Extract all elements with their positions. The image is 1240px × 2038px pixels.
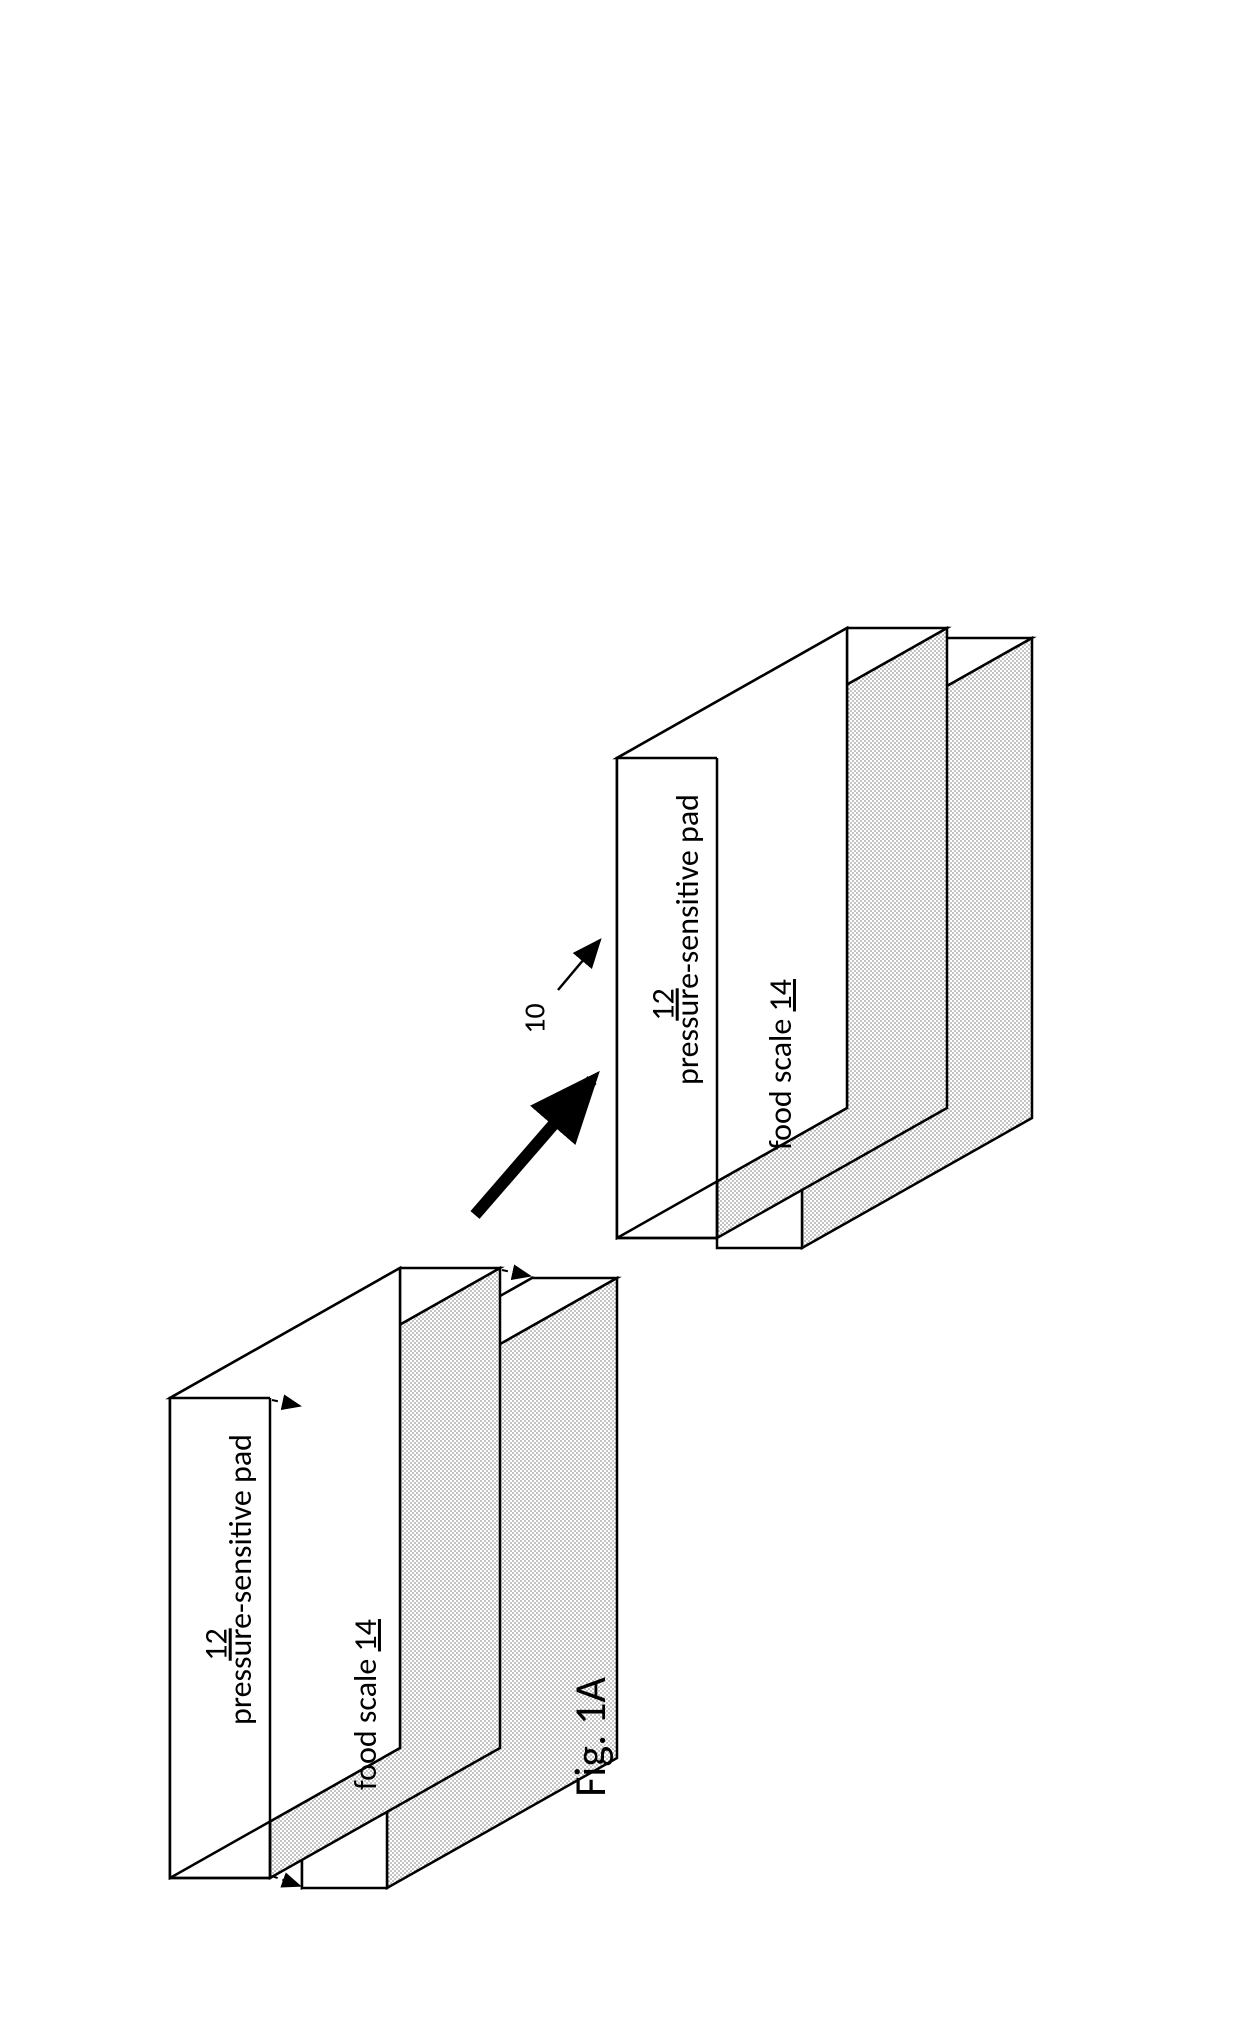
assembled-pad-ref: 12 (644, 988, 683, 1020)
exploded-scale-label: food scale 14 (346, 1619, 385, 1790)
transition-arrow (475, 1080, 592, 1215)
assembled-scale-label: food scale 14 (761, 979, 800, 1150)
figure-caption: Fig. 1A (563, 1677, 617, 1797)
assembly-ref-number: 10 (517, 1003, 554, 1033)
figure-canvas (0, 0, 1240, 2038)
exploded-pad-label: pressure-sensitive pad (221, 1434, 260, 1725)
exploded-pad-ref: 12 (197, 1628, 236, 1660)
assembled-pad-label: pressure-sensitive pad (668, 794, 707, 1085)
assembly-ref-arrow (558, 940, 600, 990)
